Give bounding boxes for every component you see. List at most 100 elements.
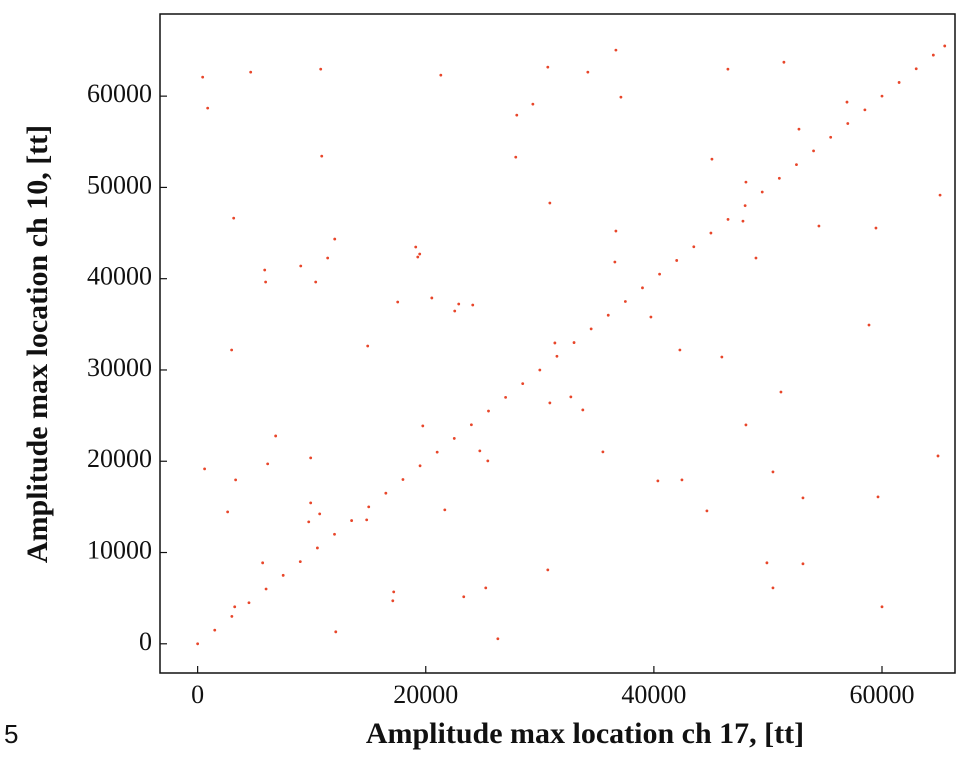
point <box>453 309 457 313</box>
point <box>546 568 550 572</box>
point <box>365 518 369 522</box>
point <box>601 450 605 454</box>
point <box>623 300 627 303</box>
point <box>462 595 466 599</box>
point <box>801 496 805 500</box>
point <box>366 344 370 348</box>
point <box>589 327 593 331</box>
point <box>396 300 400 304</box>
point <box>938 193 942 197</box>
point <box>416 255 420 259</box>
x-axis-label: Amplitude max location ch 17, [tt] <box>366 717 804 750</box>
point <box>801 562 805 566</box>
point <box>709 231 713 235</box>
point <box>829 135 833 139</box>
y-tick-label: 20000 <box>87 444 152 473</box>
point <box>298 560 302 564</box>
point <box>606 313 610 317</box>
point <box>226 510 230 514</box>
point <box>678 348 682 352</box>
point <box>777 176 781 180</box>
point <box>538 368 542 372</box>
point <box>812 149 815 153</box>
point <box>320 154 324 158</box>
point <box>326 256 330 260</box>
point <box>692 245 696 249</box>
point <box>553 341 557 345</box>
point <box>880 94 884 98</box>
point <box>514 155 518 159</box>
point <box>760 190 764 194</box>
point <box>914 67 918 71</box>
point <box>435 450 439 454</box>
y-tick-label: 50000 <box>87 170 152 199</box>
point <box>795 163 798 167</box>
point <box>782 60 786 64</box>
x-tick-label: 60000 <box>850 680 915 709</box>
point <box>658 272 661 276</box>
point <box>649 315 653 319</box>
point <box>548 201 552 205</box>
point <box>504 395 508 399</box>
point <box>469 423 473 427</box>
point <box>196 642 200 646</box>
point <box>206 106 210 110</box>
point <box>232 216 236 220</box>
point <box>234 478 238 482</box>
point <box>720 355 724 359</box>
point <box>384 491 388 495</box>
point <box>230 615 234 618</box>
point <box>414 245 418 249</box>
y-tick-label: 10000 <box>87 535 152 564</box>
point <box>307 520 311 524</box>
point <box>817 224 821 228</box>
point <box>656 479 660 483</box>
point <box>726 67 730 71</box>
point <box>867 323 871 327</box>
point <box>876 495 880 499</box>
y-tick-label: 0 <box>139 627 152 656</box>
point <box>274 434 278 438</box>
point <box>845 100 849 104</box>
point <box>264 280 268 284</box>
point <box>281 573 285 577</box>
point <box>318 512 322 516</box>
point <box>614 229 618 233</box>
point <box>863 108 867 112</box>
point <box>743 204 747 208</box>
point <box>333 237 337 241</box>
point <box>266 462 270 466</box>
point <box>531 102 535 106</box>
point <box>350 519 354 522</box>
point <box>401 478 405 481</box>
point <box>471 303 475 307</box>
point <box>487 409 490 413</box>
point <box>726 217 730 221</box>
point <box>367 505 371 509</box>
x-tick-label: 20000 <box>393 680 458 709</box>
point <box>771 470 775 474</box>
point <box>546 65 550 69</box>
point <box>443 508 447 512</box>
point <box>754 256 758 260</box>
point <box>263 268 267 272</box>
point <box>430 296 434 300</box>
point <box>586 70 590 74</box>
point <box>203 467 206 471</box>
point <box>555 354 559 358</box>
point <box>486 459 490 463</box>
point <box>484 586 488 590</box>
point <box>515 113 519 117</box>
x-tick-label: 40000 <box>621 680 686 709</box>
point <box>614 48 618 52</box>
point <box>779 390 783 394</box>
point <box>334 630 338 634</box>
point <box>619 95 623 99</box>
point <box>680 478 684 482</box>
point <box>418 464 422 468</box>
plot-frame <box>159 13 956 674</box>
y-tick-label: 40000 <box>87 262 152 291</box>
point <box>452 437 456 440</box>
